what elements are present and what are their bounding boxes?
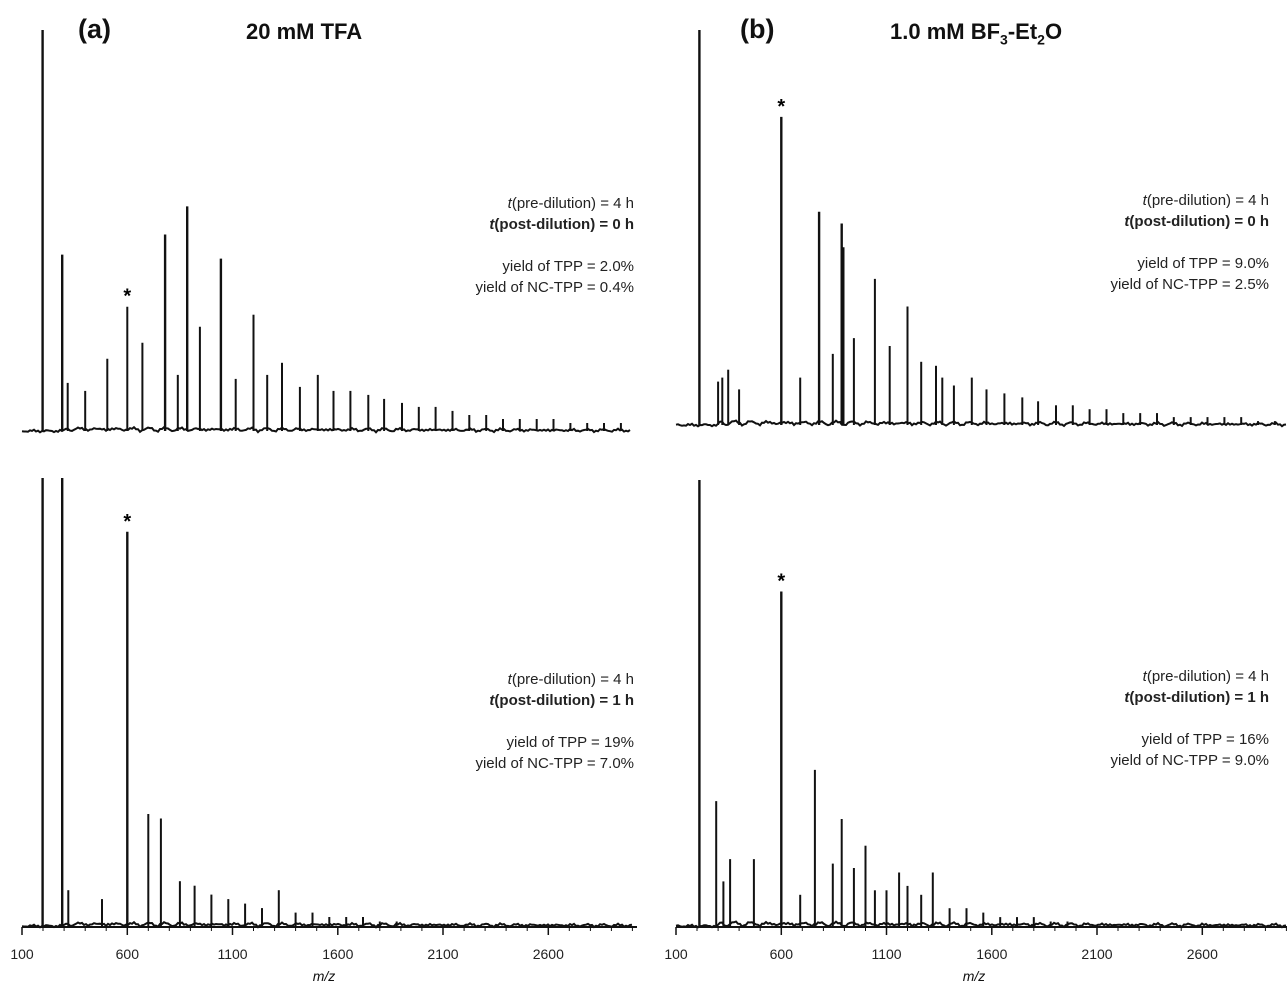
annotation-yield-tpp: yield of TPP = 16% <box>1141 731 1269 748</box>
x-axis-label-b: m/z <box>962 968 986 984</box>
x-tick-label: 1600 <box>322 946 354 962</box>
annotation-post-text: (post-dilution) = 0 h <box>494 216 634 233</box>
annotation-post-dilution: t(post-dilution) = 0 h <box>475 214 634 235</box>
annotation-a-top: t(pre-dilution) = 4 h t(post-dilution) =… <box>475 193 634 298</box>
annotation-pre-text: (pre-dilution) = 4 h <box>1146 668 1269 685</box>
annotation-italic-t: t <box>489 216 495 233</box>
panel-a-title: 20 mM TFA <box>246 19 362 45</box>
x-tick-label: 600 <box>769 946 793 962</box>
spectrum-4: * <box>675 480 1287 935</box>
panel-b-title-sub2: 2 <box>1037 31 1045 48</box>
x-tick-label: 100 <box>10 946 34 962</box>
annotation-post-dilution: t(post-dilution) = 1 h <box>475 690 634 711</box>
annotation-pre-text: (pre-dilution) = 4 h <box>511 195 634 212</box>
annotation-pre-dilution: t(pre-dilution) = 4 h <box>475 669 634 690</box>
spectrum-2: * <box>675 30 1287 428</box>
annotation-italic-t: t <box>507 195 512 212</box>
annotation-pre-text: (pre-dilution) = 4 h <box>511 671 634 688</box>
annotation-b-top: t(pre-dilution) = 4 h t(post-dilution) =… <box>1110 190 1269 295</box>
annotation-yield-nc-tpp: yield of NC-TPP = 7.0% <box>475 755 634 772</box>
panel-b-title: 1.0 mM BF3-Et2O <box>890 19 1062 47</box>
panel-b-title-tail: -Et <box>1007 19 1038 44</box>
x-tick-label: 2100 <box>1081 946 1113 962</box>
spectrum-baseline <box>675 920 1287 929</box>
spectrum-1: * <box>21 30 631 434</box>
peak-marker-asterisk: * <box>777 571 785 593</box>
annotation-italic-t: t <box>489 692 495 709</box>
x-tick-label: 2600 <box>532 946 564 962</box>
annotation-yield-tpp: yield of TPP = 19% <box>506 734 634 751</box>
panel-b-title-sub: 3 <box>1000 31 1008 48</box>
x-tick-label: 2100 <box>427 946 459 962</box>
annotation-yield-nc-tpp: yield of NC-TPP = 0.4% <box>475 279 634 296</box>
annotation-spacer <box>1110 232 1269 253</box>
panel-b-label: (b) <box>740 14 775 44</box>
annotation-yield-nc-tpp: yield of NC-TPP = 2.5% <box>1110 276 1269 293</box>
annotation-pre-dilution: t(pre-dilution) = 4 h <box>1110 190 1269 211</box>
annotation-yield-tpp: yield of TPP = 9.0% <box>1137 255 1269 272</box>
spectrum-3: * <box>21 478 637 935</box>
annotation-yield-tpp: yield of TPP = 2.0% <box>502 258 634 275</box>
annotation-yield-nc-tpp: yield of NC-TPP = 9.0% <box>1110 752 1269 769</box>
annotation-spacer <box>475 235 634 256</box>
peak-marker-asterisk: * <box>777 96 785 118</box>
annotation-pre-dilution: t(pre-dilution) = 4 h <box>475 193 634 214</box>
spectrum-baseline <box>675 419 1287 428</box>
annotation-post-text: (post-dilution) = 0 h <box>1129 213 1269 230</box>
x-tick-label: 600 <box>115 946 139 962</box>
annotation-post-text: (post-dilution) = 1 h <box>1129 689 1269 706</box>
panel-a-title-text: 20 mM TFA <box>246 19 363 44</box>
spectra-layer: * * * * <box>21 30 1287 935</box>
annotation-spacer <box>1110 708 1269 729</box>
panel-b-title-text: 1.0 mM BF <box>890 19 1001 44</box>
peak-marker-asterisk: * <box>123 511 131 533</box>
annotation-b-bottom: t(pre-dilution) = 4 h t(post-dilution) =… <box>1110 666 1269 771</box>
x-tick-label: 1600 <box>976 946 1008 962</box>
annotation-post-dilution: t(post-dilution) = 1 h <box>1110 687 1269 708</box>
annotation-italic-t: t <box>1142 668 1147 685</box>
x-tick-label: 2600 <box>1186 946 1218 962</box>
annotation-italic-t: t <box>507 671 512 688</box>
panel-a-label: (a) <box>78 14 111 44</box>
annotation-pre-text: (pre-dilution) = 4 h <box>1146 192 1269 209</box>
annotation-italic-t: t <box>1124 213 1130 230</box>
spectrum-baseline <box>21 920 633 929</box>
annotation-pre-dilution: t(pre-dilution) = 4 h <box>1110 666 1269 687</box>
annotation-italic-t: t <box>1124 689 1130 706</box>
peak-marker-asterisk: * <box>123 286 131 308</box>
annotation-post-text: (post-dilution) = 1 h <box>494 692 634 709</box>
x-tick-label: 100 <box>664 946 688 962</box>
annotation-spacer <box>475 711 634 732</box>
spectrum-baseline <box>21 425 631 434</box>
panel-b-title-end: O <box>1044 19 1063 44</box>
x-tick-label: 1100 <box>217 946 248 962</box>
annotation-a-bottom: t(pre-dilution) = 4 h t(post-dilution) =… <box>475 669 634 774</box>
x-axis-label-a: m/z <box>312 968 336 984</box>
annotation-post-dilution: t(post-dilution) = 0 h <box>1110 211 1269 232</box>
x-tick-label: 1100 <box>871 946 902 962</box>
annotation-italic-t: t <box>1142 192 1147 209</box>
